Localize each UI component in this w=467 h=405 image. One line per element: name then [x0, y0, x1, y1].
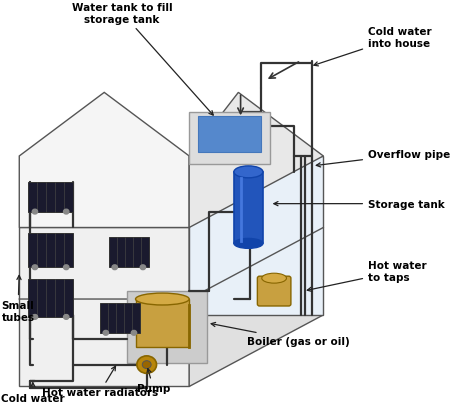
- Text: Storage tank: Storage tank: [274, 199, 445, 209]
- Text: Boiler (gas or oil): Boiler (gas or oil): [211, 323, 350, 346]
- Bar: [28, 182, 73, 212]
- Text: Hot water
to taps: Hot water to taps: [307, 261, 427, 292]
- Text: Water tank to fill
storage tank: Water tank to fill storage tank: [72, 3, 213, 116]
- Circle shape: [64, 315, 69, 320]
- Bar: [109, 238, 149, 268]
- Circle shape: [32, 265, 38, 270]
- Ellipse shape: [234, 239, 263, 249]
- Ellipse shape: [135, 293, 189, 305]
- Text: Small
tubes: Small tubes: [1, 276, 35, 322]
- Polygon shape: [189, 157, 323, 386]
- Circle shape: [137, 356, 156, 373]
- Ellipse shape: [234, 166, 263, 178]
- Circle shape: [32, 210, 38, 215]
- Polygon shape: [189, 157, 323, 315]
- FancyBboxPatch shape: [257, 277, 291, 306]
- Circle shape: [32, 315, 38, 320]
- Polygon shape: [19, 93, 189, 228]
- Text: Cold water
into house: Cold water into house: [314, 27, 432, 67]
- Ellipse shape: [262, 273, 286, 283]
- Bar: [189, 113, 269, 164]
- Bar: [28, 279, 73, 317]
- Bar: [135, 299, 189, 347]
- Text: Pump: Pump: [137, 369, 170, 394]
- Circle shape: [64, 210, 69, 215]
- Polygon shape: [189, 93, 323, 228]
- Circle shape: [131, 330, 137, 335]
- Text: Overflow pipe: Overflow pipe: [316, 149, 450, 168]
- Circle shape: [142, 361, 151, 369]
- Bar: [100, 303, 140, 333]
- Text: Cold water: Cold water: [1, 383, 65, 403]
- Circle shape: [64, 265, 69, 270]
- Bar: [28, 234, 73, 268]
- Bar: [234, 173, 263, 244]
- Bar: [198, 117, 261, 153]
- Circle shape: [112, 265, 117, 270]
- Bar: [127, 291, 207, 363]
- Circle shape: [103, 330, 108, 335]
- Circle shape: [140, 265, 146, 270]
- Polygon shape: [19, 228, 189, 386]
- Text: Hot water radiators: Hot water radiators: [42, 366, 158, 397]
